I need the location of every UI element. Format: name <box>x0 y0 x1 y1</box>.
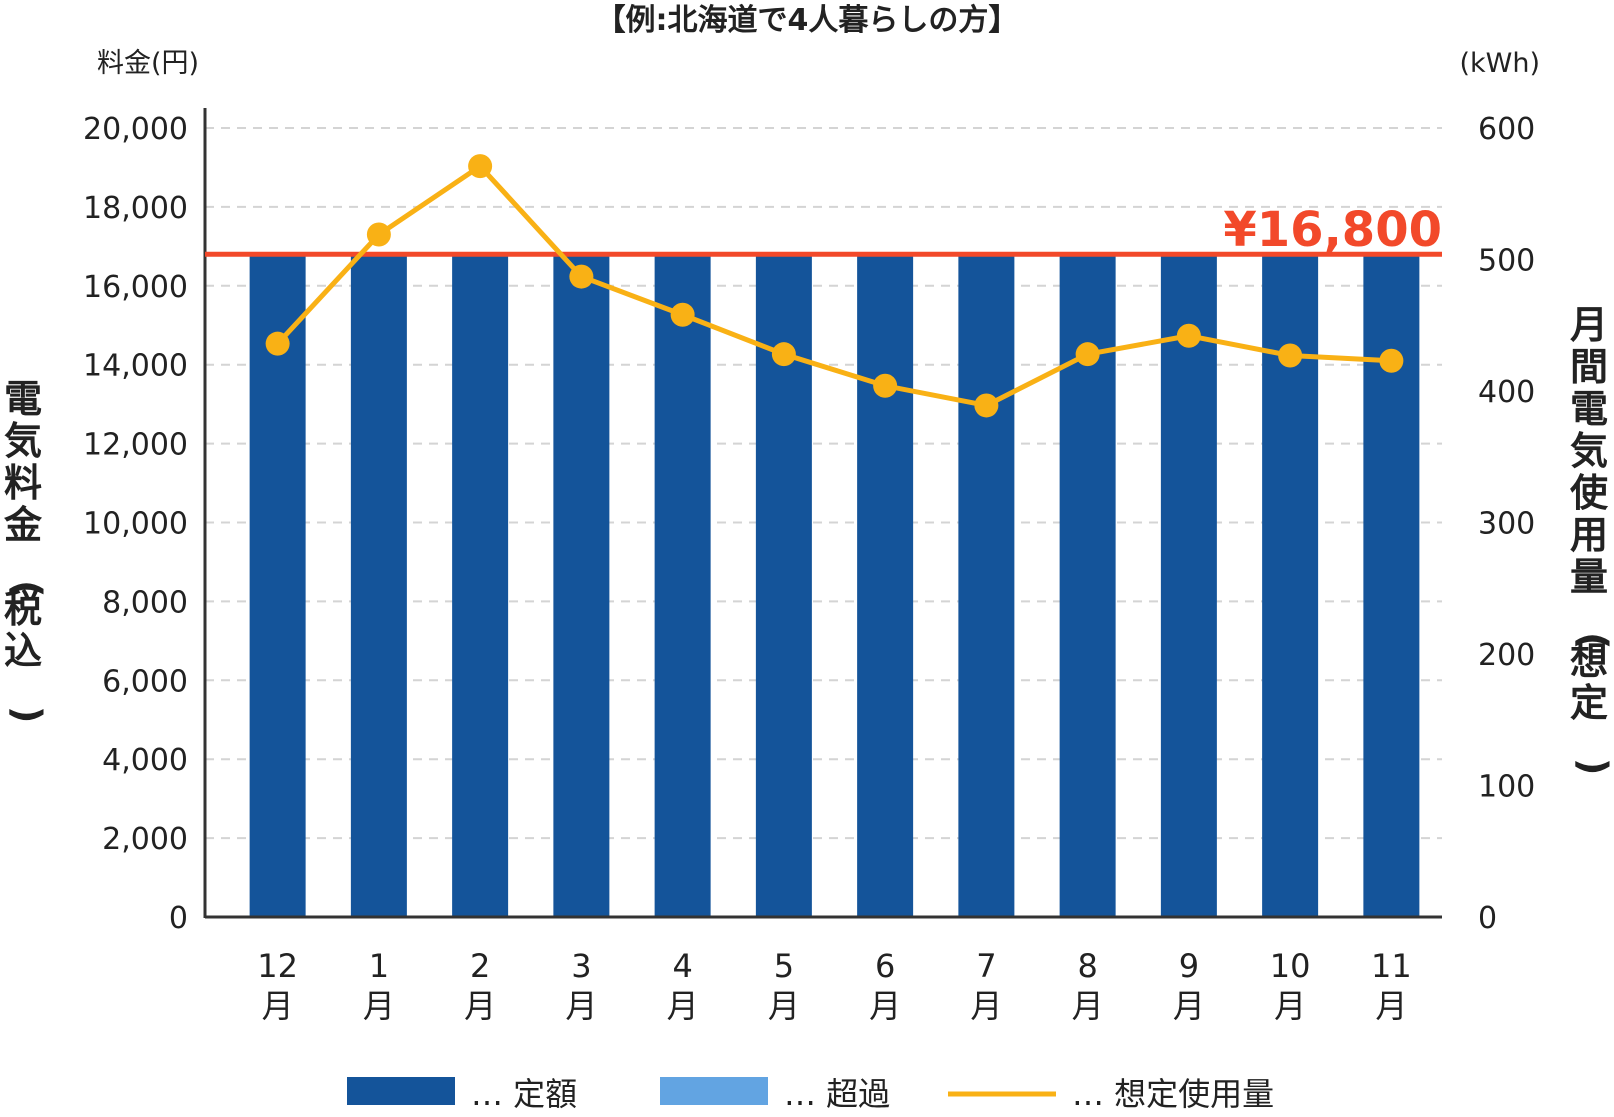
x-tick-labels: 12 月 1 月 2 月 3 月 4 月 5 月 6 月 7 月 8 月 9 月 10 月 11 月 <box>257 947 1411 1025</box>
usage-point <box>366 222 391 247</box>
bar-定額 <box>654 254 711 918</box>
bar-定額 <box>1160 254 1217 918</box>
legend-swatch <box>660 1077 768 1105</box>
left-tick-label: 10,000 <box>83 507 188 542</box>
left-tick-label: 0 <box>169 901 188 936</box>
left-tick-label: 12,000 <box>83 428 188 463</box>
legend: … 定額 … 超過 … 想定使用量 <box>347 1075 1274 1113</box>
left-tick-label: 20,000 <box>83 112 188 147</box>
legend-swatch <box>347 1077 455 1105</box>
left-tick-label: 6,000 <box>102 664 188 699</box>
left-tick-label: 16,000 <box>83 270 188 305</box>
left-tick-label: 14,000 <box>83 349 188 384</box>
usage-point <box>974 393 999 418</box>
usage-point <box>1075 342 1100 367</box>
axis-titles: 電気料金(税込) 月間電気使用量(想定) <box>3 303 1614 775</box>
right-tick-label: 600 <box>1478 112 1535 147</box>
legend-label: … 定額 <box>471 1075 577 1113</box>
usage-point <box>1278 343 1303 368</box>
right-tick-label: 300 <box>1478 507 1535 542</box>
bar-定額 <box>249 254 306 918</box>
left-tick-label: 2,000 <box>102 822 188 857</box>
left-tick-label: 4,000 <box>102 743 188 778</box>
left-tick-label: 18,000 <box>83 191 188 226</box>
bar-定額 <box>958 254 1015 918</box>
left-tick-label: 8,000 <box>102 585 188 620</box>
right-tick-label: 0 <box>1478 901 1497 936</box>
chart-title: 【例:北海道で4人暮らしの方】 <box>596 3 1019 38</box>
usage-point <box>468 154 493 179</box>
right-axis-unit: (kWh) <box>1459 48 1540 79</box>
usage-point <box>1379 348 1404 373</box>
bar-series <box>249 254 1420 918</box>
grid-lines <box>205 127 1442 840</box>
usage-point <box>873 373 898 398</box>
usage-point <box>1176 323 1201 348</box>
right-tick-label: 500 <box>1478 244 1535 279</box>
usage-point <box>569 264 594 289</box>
reference-line-label: ¥16,800 <box>1223 202 1442 258</box>
right-tick-label: 100 <box>1478 770 1535 805</box>
usage-line <box>275 163 1392 408</box>
usage-line-series <box>265 154 1404 418</box>
bar-定額 <box>350 254 407 918</box>
bar-定額 <box>857 254 914 918</box>
left-tick-labels: 0 2,000 4,000 6,000 8,000 10,000 12,000 14,000 1… <box>83 112 188 936</box>
left-axis-title: 電気料金(税込) <box>3 377 49 723</box>
reference-line-group: ¥16,800 <box>205 202 1442 258</box>
x-tick-label: 12 月 <box>257 947 298 1025</box>
bar-定額 <box>452 254 509 918</box>
right-tick-labels: 0 100 200 300 400 500 600 <box>1478 112 1535 936</box>
left-axis-unit: 料金(円) <box>97 48 199 79</box>
x-tick-label: 10 月 <box>1270 947 1311 1025</box>
right-tick-label: 400 <box>1478 375 1535 410</box>
bar-定額 <box>553 254 610 918</box>
usage-point <box>771 342 796 367</box>
legend-label: … 想定使用量 <box>1072 1075 1274 1113</box>
x-tick-label: 11 月 <box>1371 947 1412 1025</box>
right-tick-label: 200 <box>1478 638 1535 673</box>
axes <box>203 108 1442 919</box>
usage-point <box>670 302 695 327</box>
usage-point <box>265 331 290 356</box>
legend-label: … 超過 <box>784 1075 890 1113</box>
right-axis-title: 月間電気使用量(想定) <box>1570 303 1614 775</box>
